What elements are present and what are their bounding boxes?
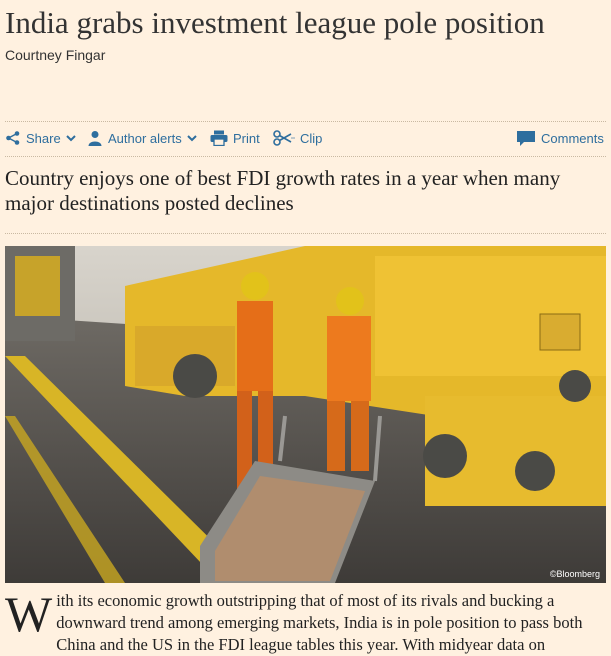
article-toolbar: Share Author alerts: [5, 121, 606, 157]
drop-cap: W: [5, 586, 53, 642]
share-label: Share: [26, 130, 61, 146]
divider: [5, 233, 606, 234]
author-alerts-label: Author alerts: [108, 130, 182, 146]
print-button[interactable]: Print: [210, 130, 260, 146]
author-alerts-button[interactable]: Author alerts: [87, 130, 197, 146]
article-photo: ©Bloomberg: [5, 246, 606, 583]
scissors-icon: [273, 130, 295, 146]
share-icon: [5, 130, 21, 146]
photo-credit: ©Bloomberg: [549, 569, 600, 579]
chevron-down-icon: [65, 134, 76, 142]
standfirst: Country enjoys one of best FDI growth ra…: [5, 166, 561, 215]
body-paragraph: ith its economic growth outstripping tha…: [56, 591, 583, 654]
article-page: India grabs investment league pole posit…: [5, 0, 606, 654]
comments-label: Comments: [541, 131, 604, 146]
chevron-down-icon: [186, 134, 197, 142]
author-byline[interactable]: Courtney Fingar: [5, 47, 106, 63]
headline: India grabs investment league pole posit…: [5, 5, 545, 40]
person-icon: [87, 130, 103, 146]
printer-icon: [210, 130, 228, 146]
share-button[interactable]: Share: [5, 130, 76, 146]
comments-button[interactable]: Comments: [516, 130, 604, 147]
comment-bubble-icon: [516, 130, 536, 147]
clip-label: Clip: [300, 130, 323, 146]
print-label: Print: [233, 130, 260, 146]
clip-button[interactable]: Clip: [273, 130, 322, 146]
